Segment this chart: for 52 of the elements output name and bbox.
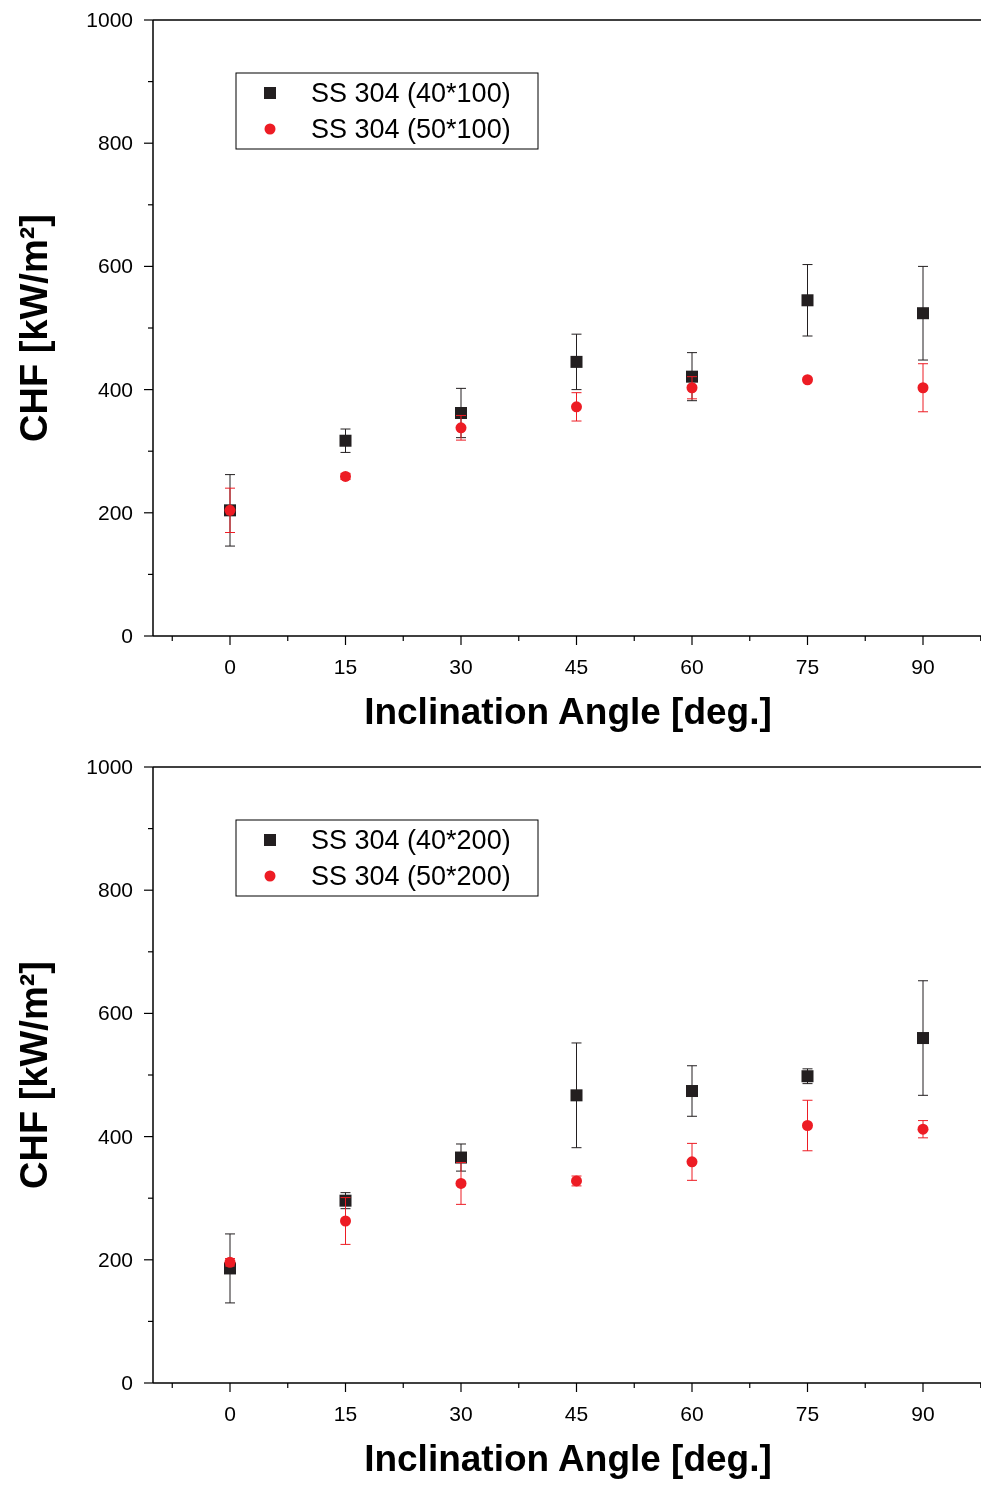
x-tick-label: 90 bbox=[911, 1402, 935, 1425]
point bbox=[917, 382, 929, 394]
y-tick-label: 0 bbox=[121, 1371, 133, 1394]
x-tick-label: 15 bbox=[333, 655, 358, 678]
x-axis-title: Inclination Angle [deg.] bbox=[364, 1438, 772, 1479]
y-tick-label: 200 bbox=[97, 1247, 133, 1271]
y-tick-label: 0 bbox=[121, 624, 133, 647]
y-tick-label: 800 bbox=[97, 878, 133, 902]
y-tick-label: 400 bbox=[97, 1124, 133, 1148]
y-axis-title: CHF [kW/m²] bbox=[13, 961, 55, 1189]
point bbox=[802, 1120, 813, 1132]
point bbox=[917, 1032, 929, 1045]
x-tick-label: 0 bbox=[224, 1402, 236, 1425]
y-tick-label: 400 bbox=[97, 377, 133, 401]
point bbox=[917, 1123, 929, 1135]
point bbox=[455, 422, 467, 434]
x-tick-label: 60 bbox=[680, 1402, 704, 1425]
point bbox=[340, 1215, 351, 1227]
legend-label: SS 304 (50*200) bbox=[311, 861, 511, 891]
x-tick-label: 30 bbox=[449, 1402, 473, 1425]
y-axis-title: CHF [kW/m²] bbox=[13, 214, 55, 442]
y-tick-label: 600 bbox=[97, 254, 133, 278]
point bbox=[571, 401, 582, 413]
x-tick-label: 75 bbox=[795, 1402, 820, 1425]
point bbox=[339, 434, 352, 447]
x-tick-label: 45 bbox=[564, 655, 589, 678]
x-tick-label: 0 bbox=[224, 655, 236, 678]
y-tick-label: 800 bbox=[97, 131, 133, 155]
y-tick-label: 600 bbox=[97, 1001, 133, 1025]
x-axis-title: Inclination Angle [deg.] bbox=[364, 691, 772, 732]
point bbox=[801, 294, 814, 307]
x-tick-label: 75 bbox=[795, 655, 820, 678]
legend-label: SS 304 (40*100) bbox=[311, 78, 511, 108]
y-tick-label: 1000 bbox=[86, 8, 133, 31]
y-tick-label: 1000 bbox=[86, 755, 133, 778]
point bbox=[917, 307, 929, 320]
legend-label: SS 304 (40*200) bbox=[311, 825, 511, 855]
legend-label: SS 304 (50*100) bbox=[311, 114, 511, 144]
y-tick-label: 200 bbox=[97, 500, 133, 524]
x-tick-label: 90 bbox=[911, 655, 935, 678]
x-tick-label: 30 bbox=[449, 655, 473, 678]
point bbox=[686, 382, 698, 394]
point bbox=[455, 1177, 467, 1189]
point bbox=[455, 1151, 467, 1164]
x-tick-label: 45 bbox=[564, 1402, 589, 1425]
point bbox=[686, 1085, 698, 1098]
point bbox=[570, 355, 583, 368]
point bbox=[686, 1156, 698, 1168]
point bbox=[570, 1089, 583, 1102]
point bbox=[802, 374, 813, 386]
x-tick-label: 60 bbox=[680, 655, 704, 678]
x-tick-label: 15 bbox=[333, 1402, 358, 1425]
